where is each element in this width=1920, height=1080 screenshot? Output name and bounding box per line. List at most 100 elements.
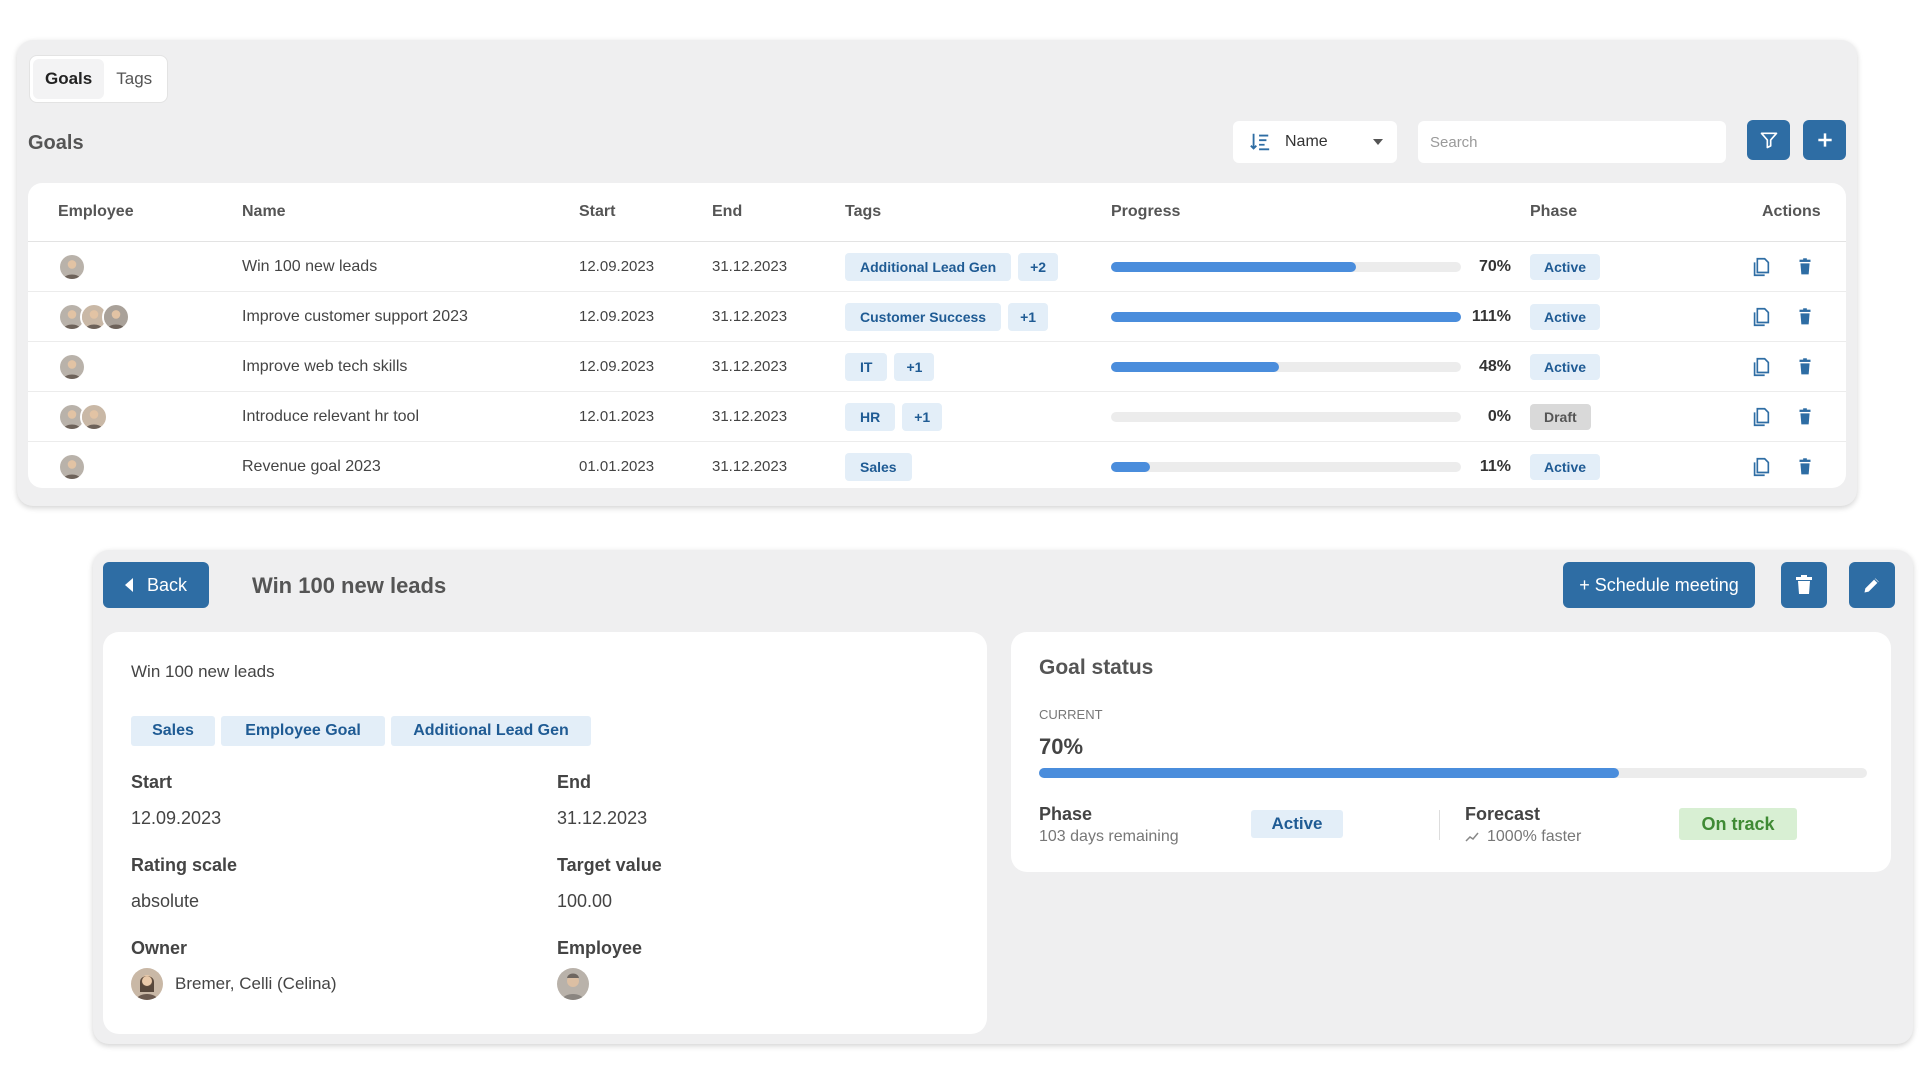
- delete-goal-button[interactable]: [1781, 562, 1827, 608]
- tag-more-badge[interactable]: +1: [1008, 302, 1049, 331]
- employee-avatar: [557, 968, 589, 1000]
- table-row[interactable]: Revenue goal 2023 01.01.2023 31.12.2023 Sal…: [28, 442, 1846, 491]
- start-date: 12.09.2023: [579, 308, 655, 325]
- sort-select[interactable]: Name: [1233, 121, 1397, 163]
- start-date: 01.01.2023: [579, 458, 655, 475]
- filter-button[interactable]: [1747, 120, 1790, 160]
- tags-cell: HR +1: [845, 392, 949, 441]
- copy-icon[interactable]: [1750, 306, 1772, 328]
- avatar: [58, 352, 86, 381]
- progress-cell: 0%: [1111, 392, 1511, 441]
- tag-badge[interactable]: Additional Lead Gen: [845, 252, 1012, 281]
- actions-cell: [1750, 292, 1816, 341]
- trash-icon[interactable]: [1794, 456, 1816, 478]
- add-goal-button[interactable]: [1803, 120, 1846, 160]
- forecast-row: 1000% faster: [1465, 828, 1581, 846]
- header-phase: Phase: [1530, 203, 1578, 220]
- employee-avatars: [58, 252, 86, 281]
- section-title: Goals: [28, 132, 84, 154]
- header-end: End: [712, 203, 743, 220]
- progress-fill: [1111, 261, 1356, 272]
- tag-more-badge[interactable]: +1: [902, 402, 943, 431]
- phase-badge: Active: [1530, 453, 1601, 480]
- end-date: 31.12.2023: [712, 258, 788, 275]
- phase-cell: Active: [1530, 342, 1601, 391]
- progress-wrap: 70%: [1111, 258, 1511, 276]
- table-row[interactable]: Improve web tech skills 12.09.2023 31.12.2…: [28, 342, 1846, 392]
- filter-icon: [1760, 132, 1777, 149]
- trash-icon[interactable]: [1794, 356, 1816, 378]
- schedule-meeting-button[interactable]: + Schedule meeting: [1563, 562, 1755, 608]
- employee-cell: [58, 392, 108, 441]
- trash-icon[interactable]: [1794, 406, 1816, 428]
- phase-badge: Active: [1530, 303, 1601, 330]
- table-row[interactable]: Introduce relevant hr tool 12.01.2023 31.1…: [28, 392, 1846, 442]
- search-input[interactable]: [1418, 121, 1726, 163]
- phase-cell: Active: [1530, 292, 1601, 341]
- progress-value: 0%: [1487, 407, 1511, 425]
- tag-badge[interactable]: HR: [845, 402, 896, 431]
- trash-icon: [1796, 575, 1812, 594]
- goal-name: Improve customer support 2023: [242, 307, 468, 325]
- goal-name: Revenue goal 2023: [242, 457, 381, 475]
- actions-cell: [1750, 242, 1816, 291]
- trash-icon[interactable]: [1794, 256, 1816, 278]
- copy-icon[interactable]: [1750, 256, 1772, 278]
- table-row[interactable]: Improve customer support 2023 12.09.2023 3…: [28, 292, 1846, 342]
- employee-cell: [58, 442, 86, 491]
- progress-value: 48%: [1478, 357, 1511, 375]
- end-date: 31.12.2023: [712, 308, 788, 325]
- end-value: 31.12.2023: [557, 808, 648, 828]
- phase-badge: Draft: [1530, 403, 1591, 430]
- phase-badge: Active: [1251, 810, 1343, 838]
- tag-badge[interactable]: Sales: [845, 452, 912, 481]
- forecast-text: 1000% faster: [1487, 828, 1582, 845]
- employee-avatars: [58, 352, 86, 381]
- tag-badge[interactable]: Customer Success: [845, 302, 1002, 331]
- progress-fill: [1111, 311, 1461, 322]
- table-row[interactable]: Win 100 new leads 12.09.2023 31.12.2023 Add…: [28, 242, 1846, 292]
- progress-value: 111%: [1471, 307, 1511, 325]
- actions-cell: [1750, 442, 1816, 491]
- avatar: [58, 252, 86, 281]
- copy-icon[interactable]: [1750, 456, 1772, 478]
- start-date: 12.09.2023: [579, 358, 655, 375]
- employee-avatars: [58, 402, 108, 431]
- tag-more-badge[interactable]: +2: [1018, 252, 1059, 281]
- tag-badge[interactable]: IT: [845, 352, 888, 381]
- table-header: Employee Name Start End Tags Progress Ph…: [28, 183, 1846, 242]
- progress-bar: [1111, 361, 1461, 372]
- edit-goal-button[interactable]: [1849, 562, 1895, 608]
- tags-cell: Additional Lead Gen +2: [845, 242, 1065, 291]
- avatar: [80, 402, 108, 431]
- actions-cell: [1750, 392, 1816, 441]
- tags-cell: Customer Success +1: [845, 292, 1055, 341]
- start-date: 12.01.2023: [579, 408, 655, 425]
- trash-icon[interactable]: [1794, 306, 1816, 328]
- sort-label: Name: [1285, 133, 1328, 150]
- tab-goals[interactable]: Goals: [33, 59, 105, 99]
- avatar: [58, 452, 86, 481]
- tab-tags[interactable]: Tags: [116, 69, 153, 88]
- progress-fill: [1111, 461, 1150, 472]
- progress-cell: 48%: [1111, 342, 1511, 391]
- goal-status-card: Goal status CURRENT 70% Phase 103 days r…: [1011, 632, 1891, 872]
- copy-icon[interactable]: [1750, 356, 1772, 378]
- progress-value: 11%: [1479, 457, 1511, 475]
- days-remaining: 103 days remaining: [1039, 828, 1179, 845]
- copy-icon[interactable]: [1750, 406, 1772, 428]
- rating-scale-label: Rating scale: [131, 855, 238, 875]
- goals-panel: Goals Tags Goals Name Employee Name Star…: [17, 40, 1857, 506]
- status-divider: [1439, 810, 1440, 840]
- edit-icon: [1864, 578, 1879, 593]
- chevron-down-icon: [1373, 139, 1383, 145]
- employee-cell: [58, 292, 130, 341]
- progress-wrap: 48%: [1111, 358, 1511, 376]
- target-value: 100.00: [557, 891, 613, 911]
- end-date: 31.12.2023: [712, 458, 788, 475]
- progress-bar: [1111, 411, 1461, 422]
- tag-more-badge[interactable]: +1: [894, 352, 935, 381]
- trend-icon: [1465, 832, 1479, 842]
- phase-cell: Active: [1530, 442, 1601, 491]
- back-button[interactable]: Back: [103, 562, 209, 608]
